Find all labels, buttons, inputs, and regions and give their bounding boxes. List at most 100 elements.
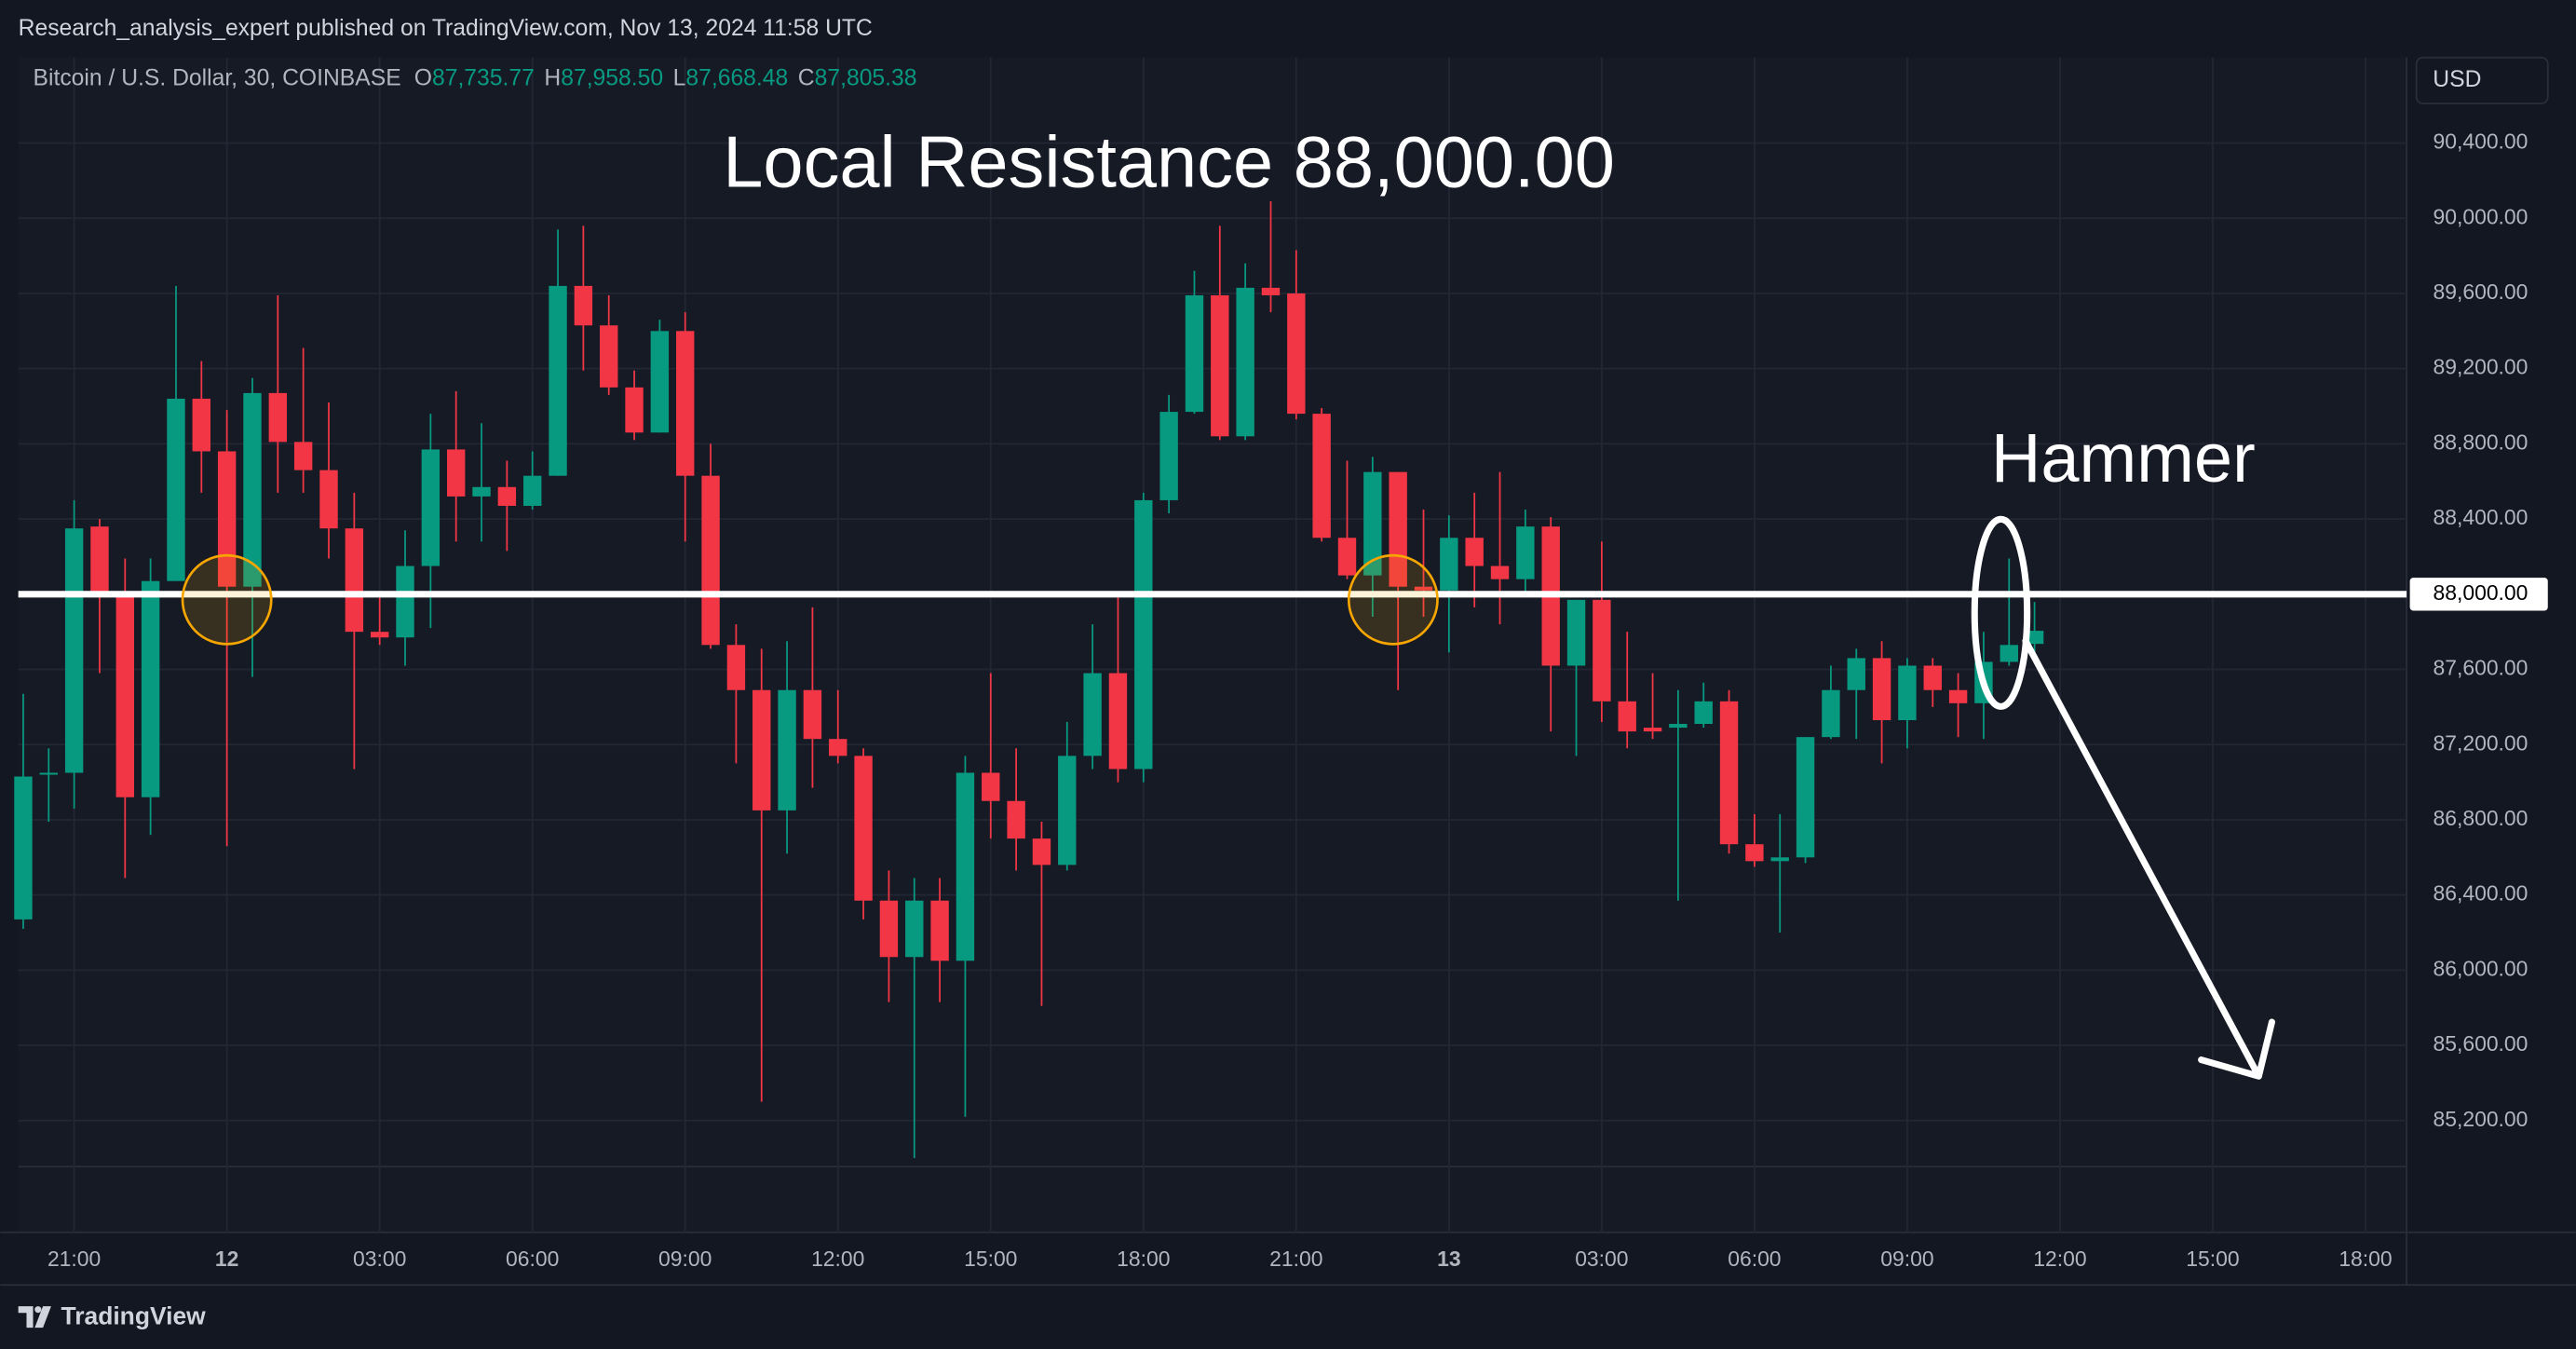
candle-body bbox=[243, 392, 262, 587]
candle-body bbox=[930, 900, 949, 961]
candle-body bbox=[1694, 701, 1713, 725]
legend-key: H bbox=[544, 65, 561, 90]
symbol-legend: Bitcoin / U.S. Dollar, 30, COINBASE O87,7… bbox=[34, 65, 917, 90]
currency[interactable]: USD bbox=[2433, 67, 2481, 92]
candle-body bbox=[1185, 294, 1204, 413]
candle-body bbox=[1796, 737, 1815, 858]
symbol: Bitcoin / U.S. Dollar, 30, COINBASE bbox=[34, 65, 401, 90]
candle-body bbox=[421, 449, 441, 566]
candle-body bbox=[268, 392, 288, 443]
candle-body bbox=[1643, 728, 1662, 732]
logo bbox=[18, 1306, 51, 1329]
candle-body bbox=[803, 689, 822, 740]
candle-body bbox=[2000, 645, 2018, 662]
candle-body bbox=[778, 689, 796, 811]
price-line-label-box bbox=[2409, 578, 2548, 611]
candle-body bbox=[1440, 538, 1458, 591]
candle-body bbox=[446, 449, 466, 497]
candle-body bbox=[1465, 538, 1484, 566]
candle-body bbox=[1414, 586, 1433, 591]
x-tick-label: 09:00 bbox=[1880, 1247, 1933, 1271]
x-tick-label: 03:00 bbox=[1575, 1247, 1628, 1271]
x-tick-label: 18:00 bbox=[2339, 1247, 2392, 1271]
highlight-circle bbox=[1347, 553, 1439, 646]
candle-body bbox=[1363, 471, 1382, 576]
y-tick-label: 90,400.00 bbox=[2433, 129, 2528, 154]
candle-body bbox=[1923, 665, 1942, 690]
legend-key: O bbox=[414, 65, 432, 90]
hammer-ellipse bbox=[1971, 515, 2031, 710]
candle-body bbox=[396, 565, 414, 638]
x-tick-label: 21:00 bbox=[1269, 1247, 1322, 1271]
down-arrow bbox=[2022, 637, 2275, 1080]
candle-body bbox=[1898, 665, 1917, 721]
candle-body bbox=[167, 398, 185, 581]
currency-button[interactable] bbox=[2415, 56, 2549, 104]
candle-body bbox=[1032, 838, 1051, 865]
candle-body bbox=[600, 325, 618, 388]
x-tick-label: 12:00 bbox=[811, 1247, 864, 1271]
y-tick-label: 89,600.00 bbox=[2433, 279, 2528, 304]
candle-body bbox=[1159, 412, 1178, 500]
x-tick-label: 06:00 bbox=[1728, 1247, 1781, 1271]
x-tick-label: 15:00 bbox=[964, 1247, 1017, 1271]
x-tick-label: 21:00 bbox=[47, 1247, 101, 1271]
x-tick-label: 03:00 bbox=[353, 1247, 406, 1271]
legend-value: 87,958.50 bbox=[561, 65, 663, 90]
y-tick-label: 89,200.00 bbox=[2433, 355, 2528, 379]
x-tick-label: 06:00 bbox=[506, 1247, 559, 1271]
legend-value: 87,735.77 bbox=[432, 65, 535, 90]
y-tick-label: 90,000.00 bbox=[2433, 204, 2528, 228]
candle-body bbox=[676, 331, 695, 476]
candle-body bbox=[345, 528, 364, 633]
candle-body bbox=[1108, 673, 1128, 770]
candle-body bbox=[39, 772, 58, 775]
overlay: 85,200.00 85,600.00 86,000.00 86,400.00 86,8… bbox=[18, 129, 2548, 1271]
y-tick-label: 87,200.00 bbox=[2433, 730, 2528, 755]
candle-body bbox=[1770, 857, 1789, 862]
candle-body bbox=[522, 475, 542, 506]
candle-body bbox=[1618, 701, 1636, 732]
candle-body bbox=[90, 526, 109, 593]
price-line-label: 88,000.00 bbox=[2433, 580, 2528, 605]
candle-body bbox=[982, 772, 1000, 801]
x-tick-label: 12:00 bbox=[2033, 1247, 2086, 1271]
candle-body bbox=[625, 387, 644, 433]
legend-key: C bbox=[798, 65, 815, 90]
candle-body bbox=[1566, 599, 1586, 666]
candle-body bbox=[1516, 526, 1535, 579]
candle-body bbox=[472, 486, 491, 497]
x-tick-label: 13 bbox=[1437, 1247, 1460, 1271]
candle-body bbox=[1134, 499, 1153, 770]
brand: TradingView bbox=[61, 1301, 207, 1329]
candle-body bbox=[905, 900, 924, 958]
y-tick-label: 85,600.00 bbox=[2433, 1031, 2528, 1056]
candle-body bbox=[701, 475, 720, 646]
y-tick-label: 86,400.00 bbox=[2433, 881, 2528, 906]
candle-body bbox=[829, 739, 847, 756]
chart-title: Local Resistance 88,000.00 bbox=[723, 122, 1615, 202]
candle-body bbox=[879, 900, 899, 958]
logo-mark bbox=[18, 1306, 51, 1329]
publisher: Research_analysis_expert published on Tr… bbox=[19, 16, 873, 41]
candle-body bbox=[319, 470, 338, 529]
x-tick-label: 18:00 bbox=[1117, 1247, 1170, 1271]
candle-body bbox=[1745, 844, 1764, 862]
candle-body bbox=[1872, 658, 1891, 721]
candle-body bbox=[574, 285, 593, 326]
candle-body bbox=[650, 331, 670, 433]
candle-body bbox=[956, 772, 975, 961]
candle-body bbox=[549, 285, 567, 476]
candle-body bbox=[1669, 724, 1688, 729]
candle-body bbox=[854, 756, 873, 901]
candle-body bbox=[1236, 287, 1254, 437]
candle-body bbox=[2025, 631, 2044, 645]
highlight-circle bbox=[181, 553, 273, 646]
y-tick-label: 86,800.00 bbox=[2433, 806, 2528, 830]
chart-pane bbox=[18, 57, 2407, 1233]
candle-body bbox=[217, 451, 237, 587]
candle-body bbox=[752, 689, 771, 811]
candle-body bbox=[1389, 471, 1407, 587]
candle-body bbox=[1211, 294, 1229, 437]
